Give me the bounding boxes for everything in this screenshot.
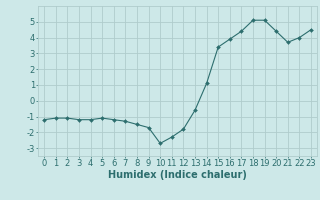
X-axis label: Humidex (Indice chaleur): Humidex (Indice chaleur)	[108, 170, 247, 180]
